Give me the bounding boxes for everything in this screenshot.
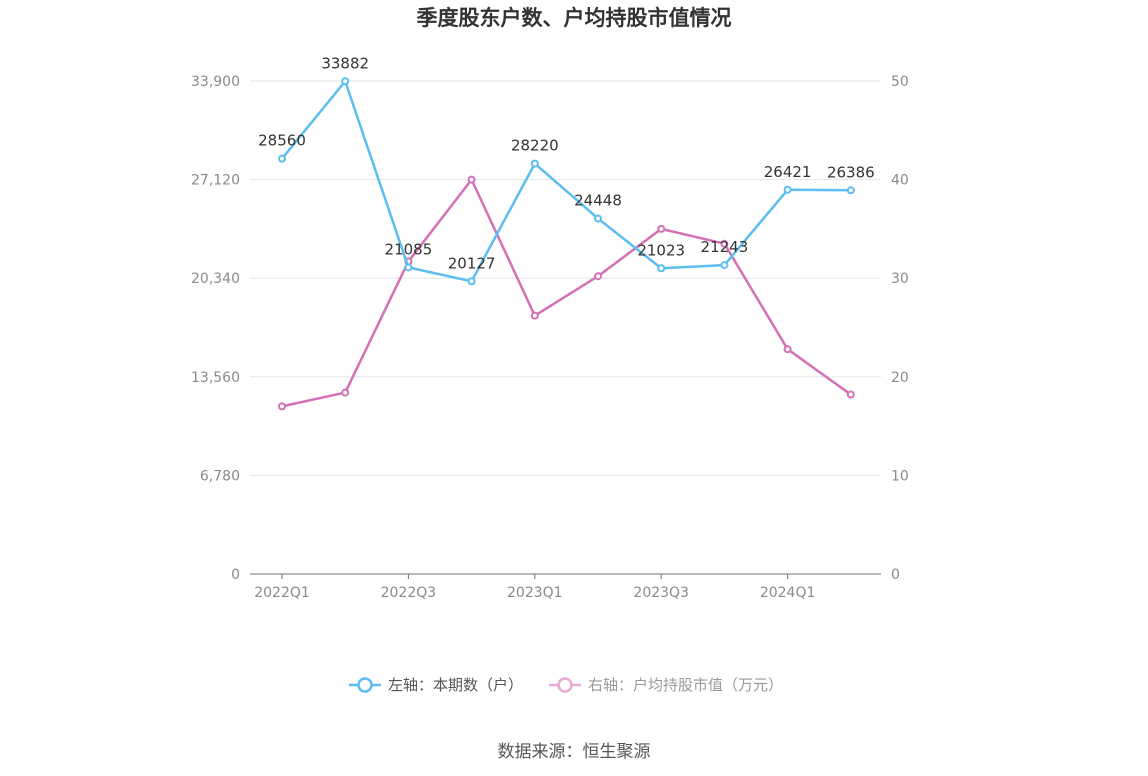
data-point[interactable] bbox=[341, 77, 350, 86]
legend-label: 右轴：户均持股市值（万元） bbox=[588, 676, 783, 694]
series-line bbox=[281, 178, 852, 408]
data-label: 21023 bbox=[637, 241, 685, 259]
legend-item-right-axis[interactable]: 右轴：户均持股市值（万元） bbox=[549, 676, 783, 694]
x-axis-tick-label: 2024Q1 bbox=[760, 585, 816, 601]
data-point[interactable] bbox=[278, 402, 286, 411]
data-label: 21243 bbox=[701, 238, 749, 256]
data-point[interactable] bbox=[404, 263, 413, 272]
data-point[interactable] bbox=[657, 224, 666, 233]
x-axis-tick-label: 2023Q1 bbox=[507, 585, 563, 601]
right-axis-tick-label: 50 bbox=[891, 74, 909, 90]
right-axis-tick-label: 30 bbox=[891, 271, 909, 287]
data-point[interactable] bbox=[783, 345, 792, 354]
data-point[interactable] bbox=[341, 388, 350, 397]
data-point[interactable] bbox=[846, 390, 855, 399]
left-axis-tick-label: 27,120 bbox=[191, 173, 240, 189]
grid-lines bbox=[250, 80, 881, 476]
data-point[interactable] bbox=[720, 239, 729, 248]
series-left-axis bbox=[278, 77, 855, 286]
legend-marker-icon bbox=[557, 677, 573, 693]
legend[interactable]: 左轴：本期数（户） 右轴：户均持股市值（万元） bbox=[349, 676, 783, 694]
data-point[interactable] bbox=[783, 185, 792, 194]
data-point[interactable] bbox=[278, 154, 286, 163]
legend-marker-icon bbox=[357, 677, 373, 693]
series-right-axis bbox=[278, 175, 855, 411]
left-axis-tick-label: 0 bbox=[231, 567, 240, 583]
data-point[interactable] bbox=[467, 175, 476, 184]
series-line bbox=[281, 80, 851, 283]
data-point[interactable] bbox=[530, 311, 539, 320]
data-label: 24448 bbox=[574, 191, 622, 209]
x-axis-tick-label: 2022Q3 bbox=[381, 585, 437, 601]
legend-label: 左轴：本期数（户） bbox=[388, 676, 523, 694]
data-label: 21085 bbox=[385, 240, 433, 258]
data-label: 33882 bbox=[321, 54, 369, 72]
left-axis-tick-label: 13,560 bbox=[191, 370, 240, 386]
data-label: 26421 bbox=[764, 163, 812, 181]
data-point[interactable] bbox=[467, 277, 476, 286]
data-point[interactable] bbox=[846, 186, 855, 195]
left-axis-tick-label: 6,780 bbox=[200, 468, 240, 484]
axes: 0 6,780 13,560 20,340 27,120 33,900 0 10 20 30 40 5… bbox=[191, 74, 909, 601]
x-axis-tick-label: 2023Q3 bbox=[633, 585, 689, 601]
data-label: 20127 bbox=[448, 254, 496, 272]
right-axis-tick-label: 10 bbox=[891, 468, 909, 484]
data-point[interactable] bbox=[594, 214, 602, 223]
data-label: 26386 bbox=[827, 163, 875, 181]
right-axis-tick-label: 40 bbox=[891, 173, 909, 189]
left-axis-tick-label: 33,900 bbox=[191, 74, 240, 90]
data-point[interactable] bbox=[594, 272, 602, 281]
data-labels: 28560 33882 21085 20127 28220 24448 21023 21243… bbox=[258, 54, 875, 272]
data-point[interactable] bbox=[720, 261, 729, 270]
data-source-note: 数据来源：恒生聚源 bbox=[498, 742, 651, 762]
chart-title: 季度股东户数、户均持股市值情况 bbox=[417, 6, 732, 30]
x-axis-tick-label: 2022Q1 bbox=[254, 585, 310, 601]
data-label: 28560 bbox=[258, 132, 306, 150]
left-axis-tick-label: 20,340 bbox=[191, 271, 240, 287]
right-axis-tick-label: 20 bbox=[891, 370, 909, 386]
series-layer bbox=[278, 77, 855, 411]
legend-item-left-axis[interactable]: 左轴：本期数（户） bbox=[349, 676, 523, 694]
data-label: 28220 bbox=[511, 137, 559, 155]
data-point[interactable] bbox=[657, 264, 666, 273]
data-point[interactable] bbox=[530, 159, 539, 168]
right-axis-tick-label: 0 bbox=[891, 567, 900, 583]
